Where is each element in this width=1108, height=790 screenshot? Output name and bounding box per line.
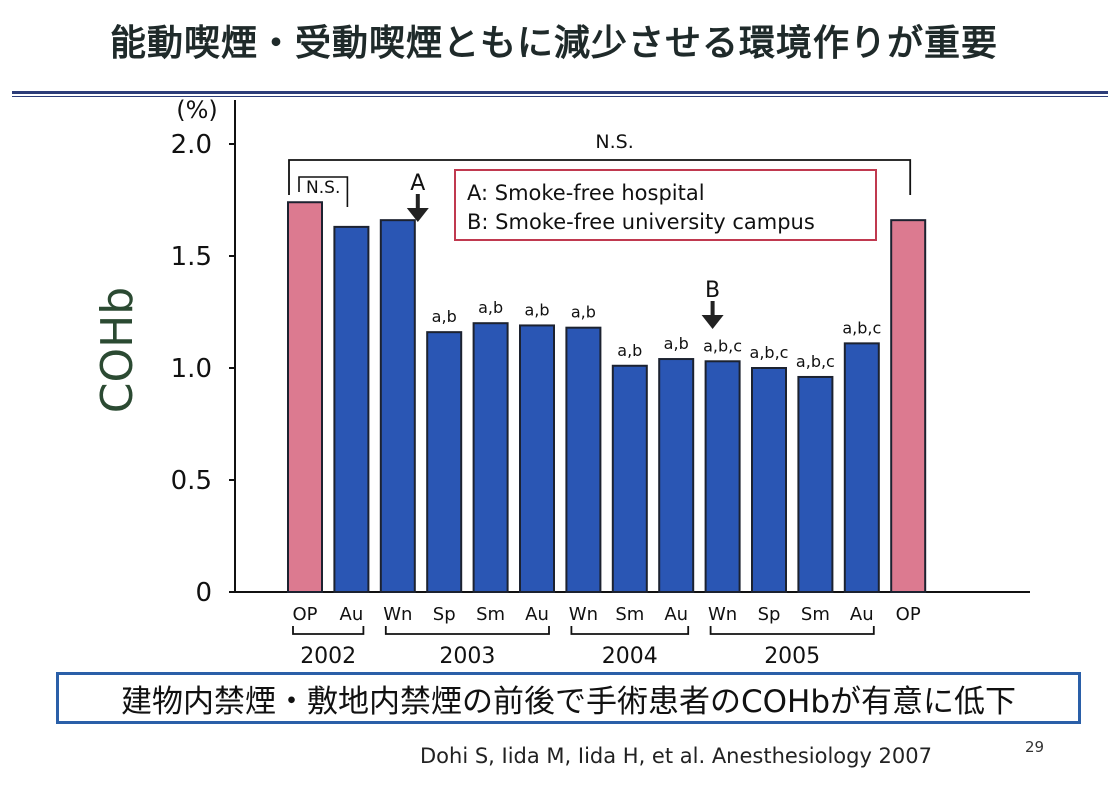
- bar: [565, 326, 602, 593]
- title-divider-thin: [12, 96, 1108, 97]
- bar: [519, 324, 555, 593]
- bar-annotation: a,b: [617, 341, 642, 360]
- bar-annotation: a,b: [664, 334, 689, 353]
- bar-annotation: a,b,c: [750, 343, 789, 362]
- bar-annotation: a,b: [432, 307, 457, 326]
- conclusion-box: 建物内禁煙・敷地内禁煙の前後で手術患者のCOHbが有意に低下: [56, 672, 1081, 724]
- y-tick-label: 0.5: [171, 466, 212, 496]
- bar: [426, 331, 463, 593]
- slide-title: 能動喫煙・受動喫煙ともに減少させる環境作りが重要: [109, 23, 998, 64]
- bar-annotation: a,b: [478, 298, 503, 317]
- year-bracket: [384, 626, 550, 635]
- x-tick-label: Wn: [383, 604, 412, 625]
- bar: [751, 367, 787, 593]
- y-axis-label: COHb: [92, 287, 143, 413]
- year-bracket: [709, 626, 875, 635]
- x-tick-label: Au: [525, 604, 549, 625]
- x-tick-label: Au: [664, 604, 688, 625]
- year-label: 2004: [602, 644, 658, 669]
- x-tick-label: Sm: [476, 604, 505, 625]
- legend-entry: A: Smoke-free hospital: [467, 181, 705, 205]
- bar: [843, 342, 880, 593]
- year-bracket: [570, 626, 690, 635]
- x-tick-label: Au: [850, 604, 874, 625]
- event-label: B: [705, 278, 720, 303]
- page-number: 29: [1025, 738, 1045, 756]
- event-arrow-head: [406, 208, 429, 222]
- bar: [287, 201, 323, 594]
- x-tick-label: Sp: [758, 604, 781, 625]
- bar-annotation: a,b,c: [703, 336, 742, 355]
- bar: [472, 322, 509, 593]
- conclusion-text: 建物内禁煙・敷地内禁煙の前後で手術患者のCOHbが有意に低下: [120, 683, 1017, 720]
- x-tick-label: Au: [340, 604, 364, 625]
- x-tick-label: Wn: [569, 604, 598, 625]
- y-tick-label: 1.0: [171, 354, 212, 384]
- cohb-bar-chart: 0 0.5 1.0 1.5 2.0 (%) COHb OP Au Wn a,b Sp a,b Sm a,b A…: [92, 96, 1030, 669]
- year-label: 2005: [764, 644, 820, 669]
- significance-bracket: [298, 176, 349, 207]
- x-tick-label: Sp: [433, 604, 456, 625]
- bar: [611, 364, 648, 594]
- bar: [333, 225, 370, 593]
- y-unit-label: (%): [176, 96, 218, 124]
- x-tick-label: Wn: [708, 604, 737, 625]
- year-label: 2003: [439, 644, 495, 669]
- x-tick-label: Sm: [615, 604, 644, 625]
- year-label: 2002: [300, 644, 356, 669]
- significance-bracket: [288, 159, 912, 195]
- y-tick-label: 2.0: [171, 130, 212, 160]
- y-tick-label: 0: [195, 578, 212, 608]
- legend-entry: B: Smoke-free university campus: [467, 210, 815, 234]
- bar: [890, 219, 927, 593]
- bar: [658, 358, 695, 594]
- significance-label: N.S.: [306, 178, 340, 198]
- bar: [797, 375, 834, 593]
- bar-annotation: a,b: [571, 303, 596, 322]
- legend-box: [454, 169, 877, 241]
- bar-annotation: a,b,c: [842, 318, 881, 337]
- x-tick-label: OP: [896, 604, 921, 625]
- bar: [704, 360, 741, 593]
- x-tick-label: OP: [292, 604, 317, 625]
- title-divider: [12, 91, 1108, 94]
- x-tick-label: Sm: [801, 604, 830, 625]
- event-label: A: [410, 171, 425, 196]
- significance-label: N.S.: [595, 131, 633, 153]
- y-tick-label: 1.5: [171, 242, 212, 272]
- bar: [379, 219, 416, 593]
- citation: Dohi S, Iida M, Iida H, et al. Anesthesi…: [420, 744, 932, 768]
- year-bracket: [292, 626, 365, 635]
- bar-annotation: a,b: [524, 300, 549, 319]
- event-arrow-head: [701, 315, 724, 329]
- bar-annotation: a,b,c: [796, 352, 835, 371]
